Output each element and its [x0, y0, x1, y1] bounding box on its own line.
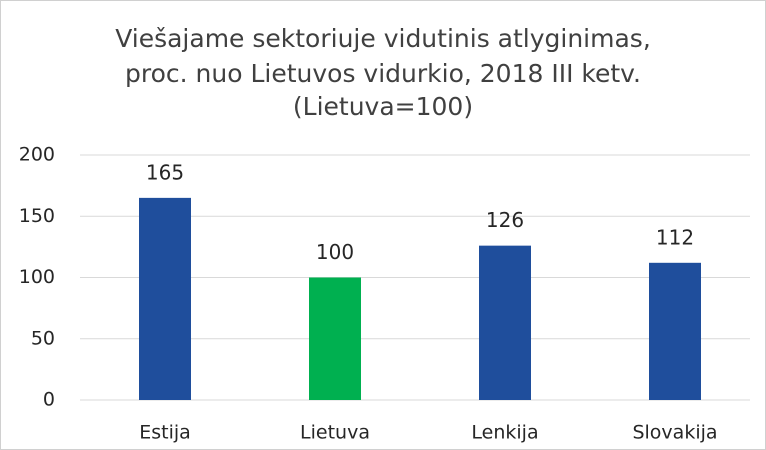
y-tick-label: 150	[19, 205, 55, 227]
x-tick-label: Slovakija	[632, 422, 717, 444]
bar	[309, 277, 361, 400]
value-label: 112	[656, 225, 694, 249]
chart-title: (Lietuva=100)	[293, 92, 473, 121]
bar	[139, 197, 191, 400]
chart-title: proc. nuo Lietuvos vidurkio, 2018 III ke…	[125, 59, 641, 88]
value-label: 165	[146, 160, 184, 184]
y-tick-label: 50	[31, 327, 55, 349]
value-label: 126	[486, 208, 524, 232]
y-tick-label: 100	[19, 266, 55, 288]
y-tick-label: 0	[43, 389, 55, 411]
x-tick-label: Lietuva	[300, 422, 370, 444]
x-tick-label: Lenkija	[471, 422, 538, 444]
chart-title: Viešajame sektoriuje vidutinis atlyginim…	[115, 24, 651, 53]
bar	[479, 245, 531, 400]
value-label: 100	[316, 240, 354, 264]
y-tick-label: 200	[19, 144, 55, 166]
x-tick-label: Estija	[139, 422, 191, 444]
bar	[649, 262, 701, 400]
